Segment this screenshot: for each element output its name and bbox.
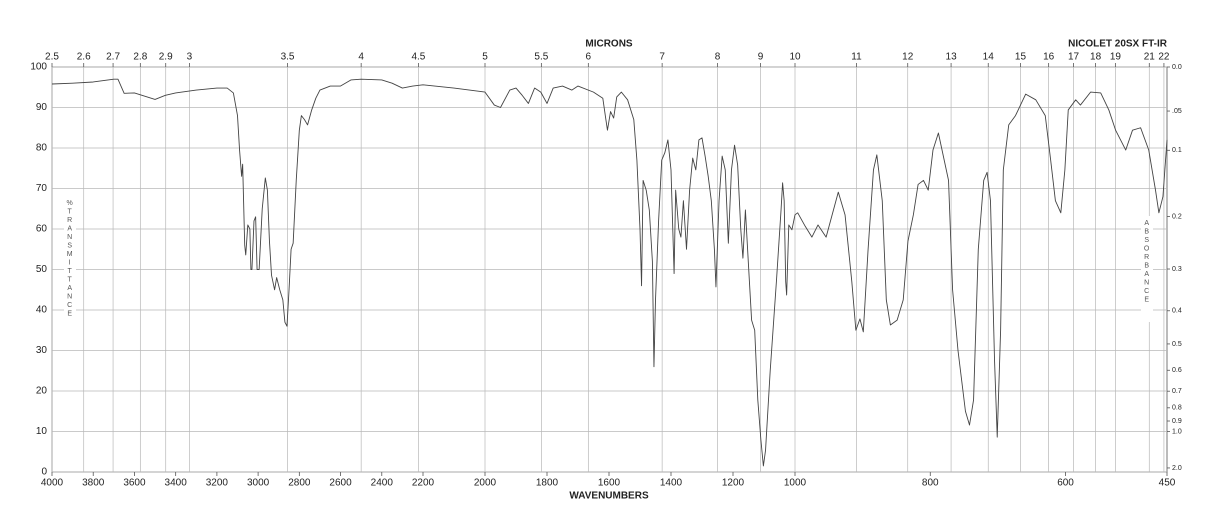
x-tick-label: 800 (922, 478, 939, 489)
y2-axis-title: ABSORBANCE (1143, 220, 1150, 305)
x2-tick-label: 21 (1144, 52, 1156, 63)
x2-tick-label: 6 (586, 52, 592, 63)
x2-tick-label: 4.5 (411, 52, 425, 63)
y2-tick-label: 0.9 (1172, 418, 1182, 425)
x-tick-label: 4000 (41, 478, 64, 489)
x-tick-label: 3000 (247, 478, 270, 489)
x2-tick-label: 13 (946, 52, 958, 63)
x2-tick-label: 2.8 (133, 52, 147, 63)
x2-tick-label: 14 (983, 52, 995, 63)
label-backdrop (64, 197, 76, 345)
x2-tick-label: 5 (482, 52, 488, 63)
x-tick-label: 1600 (598, 478, 621, 489)
x-tick-label: 2200 (412, 478, 435, 489)
y-tick-label: 30 (36, 345, 48, 356)
x2-tick-label: 5.5 (534, 52, 548, 63)
x-tick-label: 2600 (329, 478, 352, 489)
x2-tick-label: 16 (1043, 52, 1055, 63)
y-tick-label: 90 (36, 102, 48, 113)
x2-tick-label: 19 (1110, 52, 1122, 63)
x-tick-label: 3400 (165, 478, 188, 489)
x2-tick-label: 2.9 (159, 52, 173, 63)
x2-tick-label: 15 (1015, 52, 1027, 63)
x-tick-label: 2800 (288, 478, 311, 489)
x2-tick-label: 8 (715, 52, 721, 63)
x-tick-label: 600 (1057, 478, 1074, 489)
x2-tick-label: 3.5 (281, 52, 295, 63)
x2-tick-label: 12 (902, 52, 914, 63)
x-tick-label: 1200 (722, 478, 745, 489)
x2-tick-label: 22 (1158, 52, 1170, 63)
x2-tick-label: 2.5 (45, 52, 59, 63)
x2-tick-label: 3 (187, 52, 193, 63)
x2-tick-label: 17 (1068, 52, 1080, 63)
x-tick-label: 2000 (474, 478, 497, 489)
y-tick-label: 50 (36, 264, 48, 275)
y-tick-label: 80 (36, 143, 48, 154)
x2-tick-label: 2.7 (106, 52, 120, 63)
y2-tick-label: 0.0 (1172, 64, 1182, 71)
chart-title: NICOLET 20SX FT-IR (1068, 39, 1168, 50)
x-tick-label: 450 (1159, 478, 1176, 489)
y2-tick-label: .05 (1172, 108, 1182, 115)
y2-tick-label: 2.0 (1172, 465, 1182, 472)
x-tick-label: 1800 (536, 478, 559, 489)
x2-tick-label: 7 (659, 52, 665, 63)
x2-axis-title: MICRONS (585, 39, 633, 50)
x-tick-label: 3200 (206, 478, 229, 489)
y2-tick-label: 0.3 (1172, 266, 1182, 273)
y2-tick-label: 0.8 (1172, 405, 1182, 412)
x2-tick-label: 2.6 (77, 52, 91, 63)
spectrum-line (51, 78, 1168, 467)
y2-tick-label: 0.5 (1172, 341, 1182, 348)
y-tick-label: 0 (41, 467, 47, 478)
y-tick-label: 100 (30, 62, 47, 73)
x-tick-label: 3800 (82, 478, 105, 489)
y2-tick-label: 0.2 (1172, 213, 1182, 220)
x-tick-label: 1400 (660, 478, 683, 489)
x-tick-label: 2400 (371, 478, 394, 489)
y2-tick-label: 0.6 (1172, 367, 1182, 374)
y-tick-label: 70 (36, 183, 48, 194)
y2-tick-label: 0.1 (1172, 147, 1182, 154)
y-tick-label: 40 (36, 305, 48, 316)
x2-tick-label: 9 (758, 52, 764, 63)
x2-tick-label: 11 (851, 52, 862, 63)
label-backdrop (1141, 216, 1153, 322)
x2-tick-label: 10 (789, 52, 801, 63)
y2-tick-label: 0.7 (1172, 388, 1182, 395)
y-axis-title: %TRANSMITTANCE (66, 200, 73, 319)
y2-tick-label: 1.0 (1172, 428, 1182, 435)
x2-tick-label: 4 (358, 52, 364, 63)
y2-tick-label: 0.4 (1172, 308, 1182, 315)
y-tick-label: 20 (36, 386, 48, 397)
x-tick-label: 1000 (784, 478, 807, 489)
y-tick-label: 60 (36, 224, 48, 235)
x2-tick-label: 18 (1090, 52, 1102, 63)
x-axis-title: WAVENUMBERS (569, 491, 649, 502)
grid-layer (51, 66, 1167, 473)
x-tick-label: 3600 (123, 478, 146, 489)
y-tick-label: 10 (36, 426, 48, 437)
